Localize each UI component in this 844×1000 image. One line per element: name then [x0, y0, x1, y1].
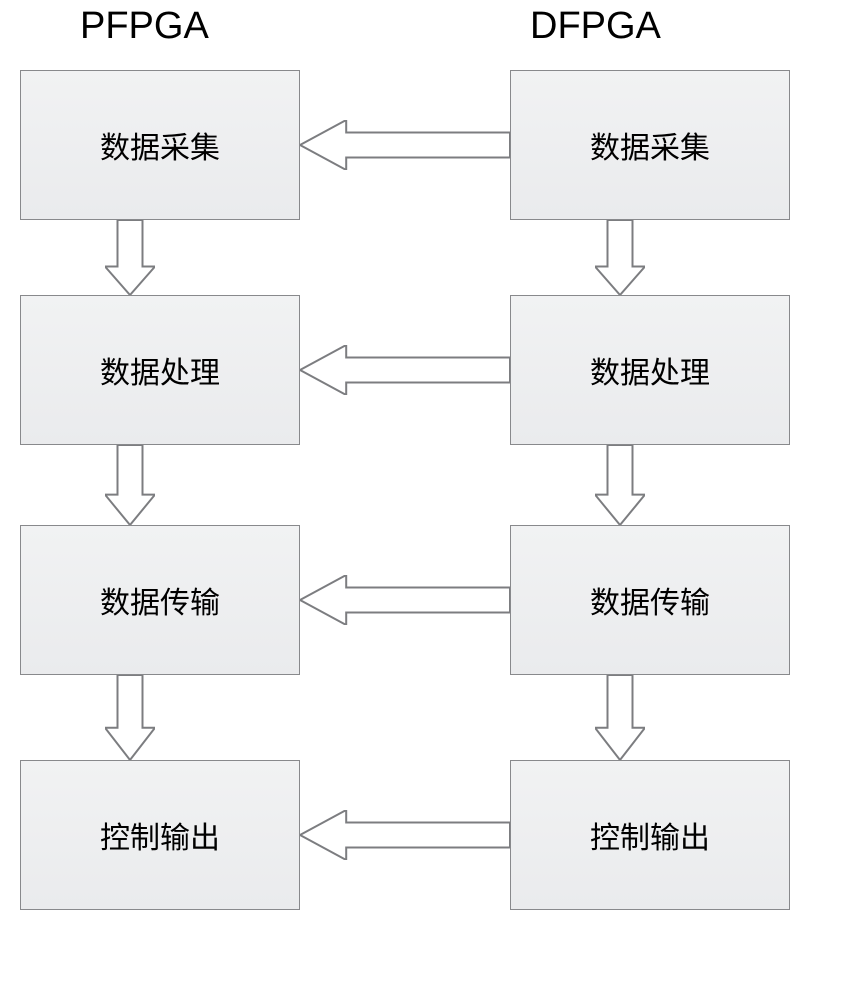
left-arrow-icon — [300, 810, 510, 860]
down-arrow-icon — [595, 675, 645, 760]
left-arrow-icon — [300, 345, 510, 395]
pfpga-box-data-transfer: 数据传输 — [20, 525, 300, 675]
dfpga-box-control-output: 控制输出 — [510, 760, 790, 910]
dfpga-box-data-transfer: 数据传输 — [510, 525, 790, 675]
dfpga-box-data-process: 数据处理 — [510, 295, 790, 445]
pfpga-box-data-collect: 数据采集 — [20, 70, 300, 220]
left-arrow-icon — [300, 575, 510, 625]
left-arrow-icon — [300, 120, 510, 170]
pfpga-header: PFPGA — [80, 5, 209, 48]
down-arrow-icon — [595, 445, 645, 525]
down-arrow-icon — [595, 220, 645, 295]
dfpga-box-data-collect: 数据采集 — [510, 70, 790, 220]
down-arrow-icon — [105, 675, 155, 760]
down-arrow-icon — [105, 445, 155, 525]
pfpga-box-data-process: 数据处理 — [20, 295, 300, 445]
dfpga-header: DFPGA — [530, 5, 661, 48]
down-arrow-icon — [105, 220, 155, 295]
pfpga-box-control-output: 控制输出 — [20, 760, 300, 910]
